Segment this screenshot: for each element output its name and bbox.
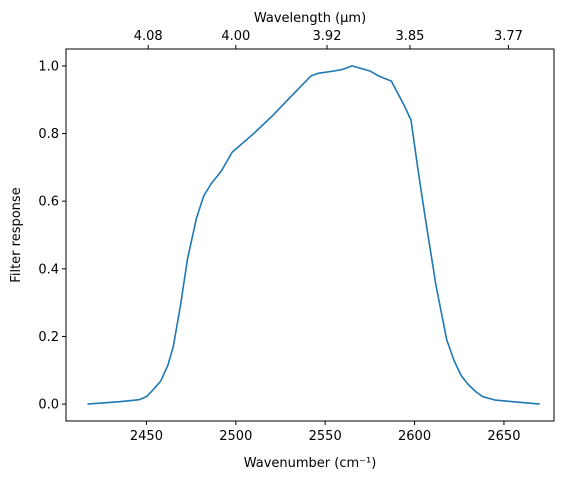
y-axis-label: Filter response (9, 187, 24, 282)
top-tick-label: 4.00 (221, 29, 250, 44)
top-tick-label: 3.85 (395, 29, 424, 44)
y-tick-label: 0.6 (38, 195, 59, 210)
series-line (87, 65, 540, 405)
top-axis-ticks: 4.08 4.00 3.92 3.85 3.77 (134, 29, 523, 49)
y-tick-label: 0.8 (38, 127, 59, 142)
x-axis-ticks: 2450 2500 2550 2600 2650 (130, 421, 520, 444)
y-tick-label: 0.0 (38, 398, 59, 413)
x-axis-label: Wavenumber (cm⁻¹) (244, 456, 377, 471)
top-tick-label: 3.92 (313, 29, 342, 44)
x-tick-label: 2550 (309, 429, 342, 444)
plot-frame (65, 48, 555, 422)
y-tick-label: 0.4 (38, 262, 59, 277)
top-tick-label: 4.08 (134, 29, 163, 44)
x-tick-label: 2600 (398, 429, 431, 444)
plot-area (66, 49, 554, 421)
x-tick-label: 2500 (219, 429, 252, 444)
y-tick-label: 0.2 (38, 330, 59, 345)
top-tick-label: 3.77 (494, 29, 523, 44)
x-tick-label: 2450 (130, 429, 163, 444)
y-axis-ticks: 0.0 0.2 0.4 0.6 0.8 1.0 (38, 59, 66, 413)
top-axis-label: Wavelength (μm) (254, 11, 366, 26)
x-tick-label: 2650 (487, 429, 520, 444)
y-tick-label: 1.0 (38, 59, 59, 74)
